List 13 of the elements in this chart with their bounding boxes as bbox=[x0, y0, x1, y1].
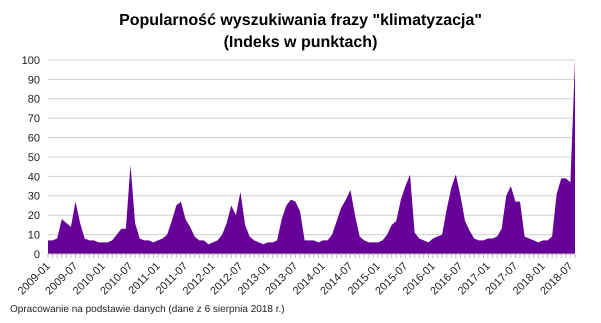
y-tick-label: 100 bbox=[22, 54, 40, 67]
y-tick-label: 80 bbox=[28, 94, 40, 106]
y-tick-label: 90 bbox=[28, 74, 40, 86]
y-tick-label: 40 bbox=[28, 171, 40, 184]
y-tick-label: 20 bbox=[28, 210, 40, 222]
text: Opracowanie na podstawie danych (dane z 6 sierpnia 2018 r.) bbox=[9, 304, 286, 315]
chart-title: Popularność wyszukiwania frazy "klimatyzacja" (Indeks w punktach) bbox=[118, 11, 483, 53]
y-tick-label: 10 bbox=[28, 230, 40, 242]
y-tick-label: 30 bbox=[28, 190, 40, 203]
y-tick-label: 0 bbox=[34, 248, 40, 261]
y-tick-label: 70 bbox=[28, 113, 40, 126]
y-tick-label: 60 bbox=[28, 132, 40, 145]
y-tick-label: 50 bbox=[28, 152, 40, 164]
